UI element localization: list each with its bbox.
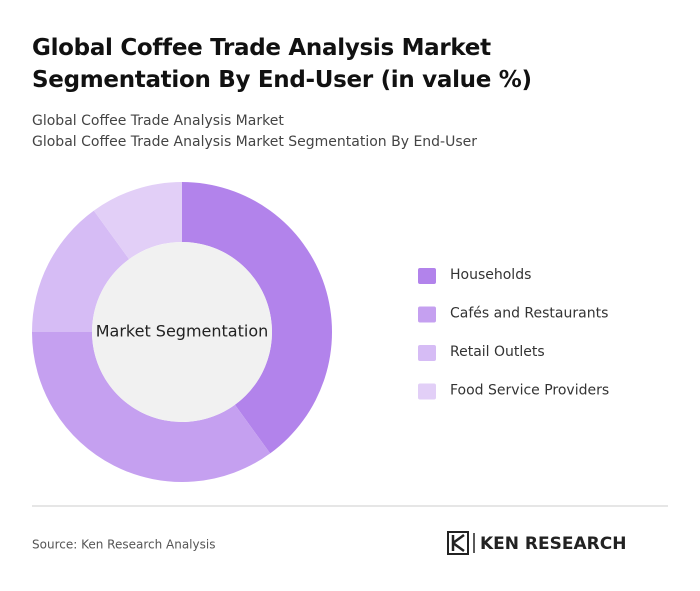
legend-label: Food Service Providers	[450, 383, 609, 399]
chart-title: Global Coffee Trade Analysis Market Segm…	[32, 35, 532, 93]
donut-slice	[93, 182, 182, 260]
legend-swatch	[418, 306, 436, 323]
legend-swatch	[418, 345, 436, 361]
center-label: Market Segmentation	[96, 322, 269, 341]
brand-logo: KEN RESEARCH	[447, 531, 626, 555]
legend-swatch	[418, 383, 436, 400]
source: Source: Ken Research Analysis	[32, 538, 215, 552]
logo-icon	[447, 531, 469, 555]
legend-swatch	[418, 268, 436, 284]
donut-slice	[182, 182, 332, 454]
subtitle: Global Coffee Trade Analysis Market	[32, 113, 284, 129]
subtitle: Global Coffee Trade Analysis Market Segm…	[32, 134, 478, 150]
legend-label: Retail Outlets	[450, 344, 545, 360]
legend-label: Cafés and Restaurants	[450, 306, 608, 322]
donut-hole	[92, 242, 272, 422]
legend-label: Households	[450, 267, 531, 283]
logo-icon	[451, 533, 465, 553]
donut-slice	[32, 332, 271, 482]
donut-slice	[32, 210, 130, 332]
brand: KEN RESEARCH	[480, 534, 626, 554]
